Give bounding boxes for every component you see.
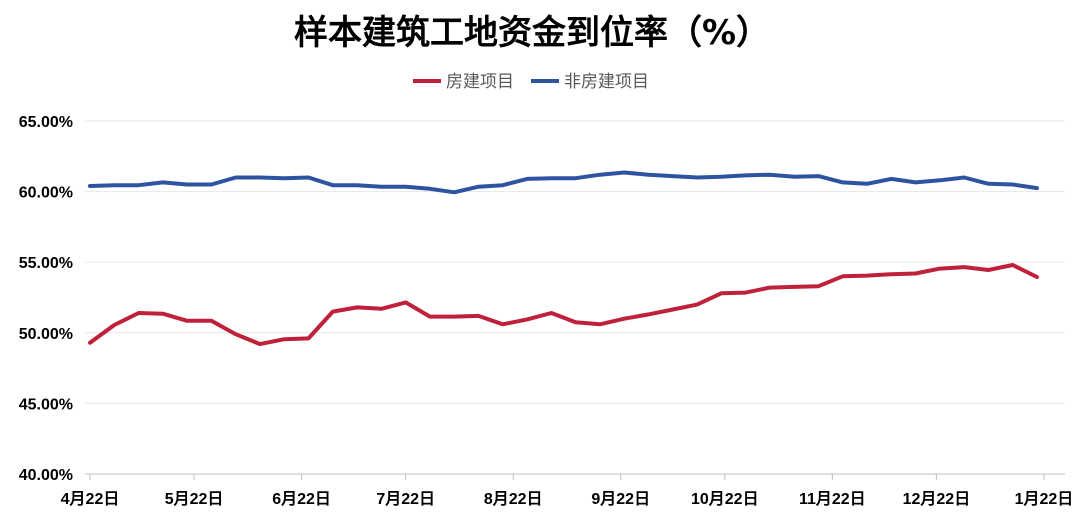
x-tick-label: 4月22日 [61, 490, 120, 508]
x-tick-label: 8月22日 [484, 490, 543, 508]
x-tick-label: 6月22日 [272, 490, 331, 508]
x-tick-label: 12月22日 [903, 490, 971, 508]
x-tick-label: 10月22日 [691, 490, 759, 508]
x-tick-label: 11月22日 [799, 490, 866, 508]
y-axis-ticks: 40.00% 45.00% 50.00% 55.00% 60.00% 65.00% [19, 114, 73, 484]
legend-item-0[interactable]: 房建项目 [413, 72, 514, 92]
x-tick-label: 5月22日 [165, 490, 224, 508]
gridlines [85, 120, 1065, 404]
x-tick-label: 1月22日 [1015, 490, 1074, 508]
y-tick-label: 55.00% [19, 255, 73, 272]
series-lines [88, 170, 1039, 347]
y-tick-label: 45.00% [19, 396, 73, 413]
x-axis-ticks: 4月22日 5月22日 6月22日 7月22日 8月22日 9月22日 10月22日 11月2… [61, 474, 1074, 508]
chart-title: 样本建筑工地资金到位率（%） [294, 13, 770, 53]
y-tick-label: 60.00% [19, 185, 73, 202]
legend-item-1[interactable]: 非房建项目 [531, 72, 649, 92]
legend-label-1: 非房建项目 [564, 72, 649, 92]
y-tick-label: 50.00% [19, 326, 73, 343]
x-tick-label: 9月22日 [591, 490, 650, 508]
series-line-1 [88, 170, 1039, 195]
series-line-0 [88, 263, 1039, 347]
legend-label-0: 房建项目 [446, 72, 514, 92]
y-tick-label: 40.00% [19, 467, 73, 484]
x-tick-label: 7月22日 [376, 490, 435, 508]
y-tick-label: 65.00% [19, 114, 73, 131]
legend: 房建项目 非房建项目 [413, 72, 649, 92]
